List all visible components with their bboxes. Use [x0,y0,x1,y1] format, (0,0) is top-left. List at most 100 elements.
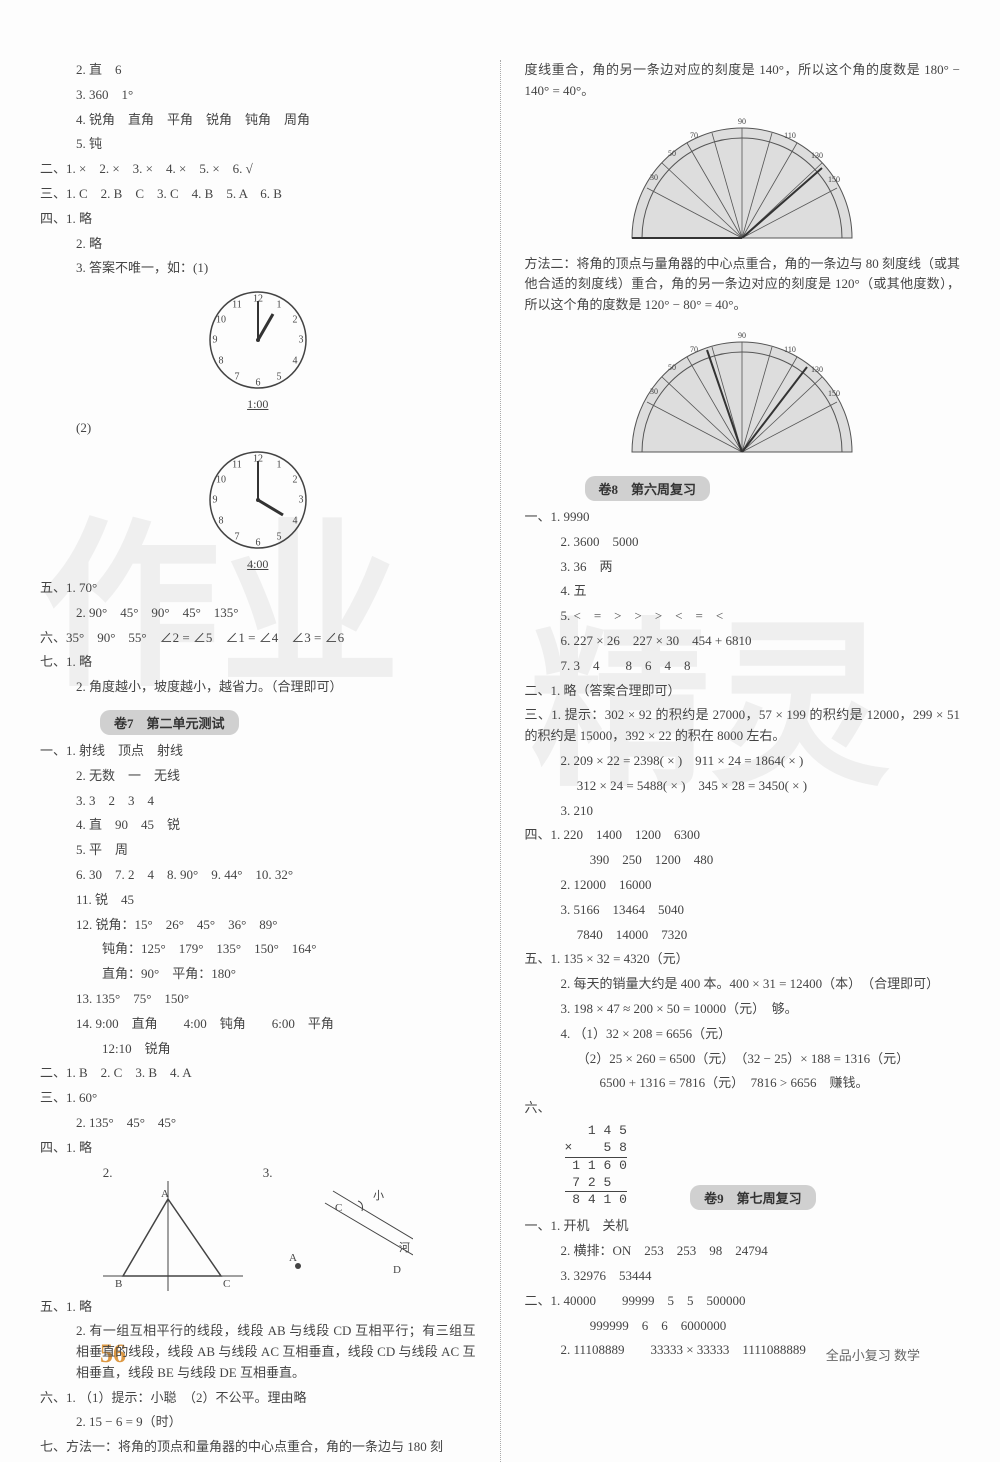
svg-text:4: 4 [292,515,297,526]
svg-text:150: 150 [828,175,840,184]
svg-text:30: 30 [650,387,658,396]
fig-label: 3. [263,1165,273,1180]
ans-line: 3. 360 1° [40,85,476,106]
svg-text:7: 7 [234,531,239,542]
calc-row: × 5 8 [565,1140,627,1157]
section-title-7: 卷7 第二单元测试 [100,710,239,735]
svg-text:110: 110 [784,345,796,354]
ans-line: 3. 198 × 47 ≈ 200 × 50 = 10000（元） 够。 [525,999,961,1020]
ans-line: 3. 答案不唯一，如：(1) [40,258,476,279]
svg-text:3: 3 [298,334,303,345]
ans-line: 2. 角度越小，坡度越小，越省力。（合理即可） [40,677,476,698]
svg-text:6: 6 [255,377,260,388]
svg-text:10: 10 [216,474,226,485]
svg-text:50: 50 [668,149,676,158]
ans-line: 11. 锐 45 [40,890,476,911]
ans-line: 3. 3 2 3 4 [40,791,476,812]
svg-text:2: 2 [292,474,297,485]
ans-line: 5. 钝 [40,134,476,155]
ans-line: 2. 11108889 33333 × 33333 1111088889 [525,1340,961,1361]
svg-text:150: 150 [828,389,840,398]
ans-line: 5. 平 周 [40,840,476,861]
ans-line: 方法二：将角的顶点与量角器的中心点重合，角的一条边与 80 刻度线（或其他合适的… [525,254,961,316]
ans-line: 3. 5166 13464 5040 [525,900,961,921]
clock-1: 1212 345 678 91011 1:00 [40,285,476,412]
ans-line: （2）25 × 260 = 6500（元） （32 − 25）× 188 = 1… [525,1049,961,1070]
svg-text:小: 小 [373,1189,384,1202]
svg-text:10: 10 [216,314,226,325]
ans-line: 999999 6 6 6000000 [525,1316,961,1337]
ans-line: 3. 210 [525,801,961,822]
ans-line: 六、 [525,1098,961,1119]
ans-line: 度线重合，角的另一条边对应的刻度是 140°，所以这个角的度数是 180° − … [525,60,961,102]
ans-line: 钝角：125° 179° 135° 150° 164° [40,939,476,960]
svg-text:8: 8 [218,355,223,366]
protractor-2: 305070 90110130 150 [525,322,961,462]
ans-line: 7. 3 4 8 6 4 8 [525,656,961,677]
protractor-1: 305070 90110130 150 [525,108,961,248]
svg-text:C: C [335,1202,342,1214]
ans-line: 3. 32976 53444 [525,1266,961,1287]
svg-text:B: B [115,1278,122,1290]
ans-line: 12:10 锐角 [40,1039,476,1060]
clock-caption: 4:00 [40,557,476,572]
ans-line: 二、1. 略（答案合理即可） [525,681,961,702]
ans-line: 2. 209 × 22 = 2398( × ) 911 × 24 = 1864(… [525,751,961,772]
figure-row: 2. A B C 3. [40,1165,476,1291]
ans-line: 6500 + 1316 = 7816（元） 7816 > 6656 赚钱。 [525,1073,961,1094]
ans-line: 2. 90° 45° 90° 45° 135° [40,603,476,624]
ans-line: 7840 14000 7320 [525,925,961,946]
clock-caption: 1:00 [40,397,476,412]
ans-line: 312 × 24 = 5488( × ) 345 × 28 = 3450( × … [525,776,961,797]
ans-line: 一、1. 射线 顶点 射线 [40,741,476,762]
calc-row: 1 4 5 [565,1123,627,1140]
svg-text:6: 6 [255,537,260,548]
ans-line: 三、1. C 2. B C 3. C 4. B 5. A 6. B [40,184,476,205]
ans-line: 2. 12000 16000 [525,875,961,896]
ans-line: 2. 无数 一 无线 [40,766,476,787]
right-column: 度线重合，角的另一条边对应的刻度是 140°，所以这个角的度数是 180° − … [525,60,961,1462]
ans-line: 四、1. 220 1400 1200 6300 [525,825,961,846]
ans-line: 6. 227 × 26 227 × 30 454 + 6810 [525,631,961,652]
ans-line: 四、1. 略 [40,1138,476,1159]
ans-line: 五、1. 135 × 32 = 4320（元） [525,949,961,970]
two-column-layout: 2. 直 6 3. 360 1° 4. 锐角 直角 平角 锐角 钝角 周角 5.… [40,60,960,1462]
svg-text:110: 110 [784,131,796,140]
ans-line: 2. 直 6 [40,60,476,81]
svg-text:7: 7 [234,371,239,382]
ans-line: 六、35° 90° 55° ∠2 = ∠5 ∠1 = ∠4 ∠3 = ∠6 [40,628,476,649]
svg-text:河: 河 [399,1241,410,1254]
svg-text:3: 3 [298,494,303,505]
ans-line: 二、1. B 2. C 3. B 4. A [40,1063,476,1084]
svg-text:90: 90 [738,117,746,126]
svg-text:30: 30 [650,173,658,182]
svg-text:130: 130 [811,365,823,374]
ans-line: 直角：90° 平角：180° [40,964,476,985]
ans-line: 2. 每天的销量大约是 400 本。400 × 31 = 12400（本） （合… [525,974,961,995]
svg-text:9: 9 [212,494,217,505]
ans-line: 14. 9:00 直角 4:00 钝角 6:00 平角 [40,1014,476,1035]
svg-text:A: A [289,1252,297,1264]
ans-line: 七、方法一：将角的顶点和量角器的中心点重合，角的一条边与 180 刻 [40,1437,476,1458]
svg-text:D: D [393,1264,401,1276]
svg-text:90: 90 [738,331,746,340]
vertical-multiplication: 1 4 5 × 5 8 1 1 6 0 7 2 5 8 4 1 0 [565,1123,627,1209]
clock-2: 1212 345 678 91011 4:00 [40,445,476,572]
column-divider [500,60,501,1462]
triangle-diagram: A B C [103,1181,243,1291]
svg-text:5: 5 [276,371,281,382]
ans-line: 13. 135° 75° 150° [40,989,476,1010]
ans-line: 4. 锐角 直角 平角 锐角 钝角 周角 [40,110,476,131]
svg-text:C: C [223,1278,230,1290]
ans-line: 二、1. × 2. × 3. × 4. × 5. × 6. √ [40,159,476,180]
ans-line: 390 250 1200 480 [525,850,961,871]
ans-line: 2. 135° 45° 45° [40,1113,476,1134]
ans-line: 4. （1）32 × 208 = 6656（元） [525,1024,961,1045]
ans-line: 2. 有一组互相平行的线段，线段 AB 与线段 CD 互相平行；有三组互相垂直的… [40,1321,476,1383]
ans-line: 5. < = > > > < = < [525,606,961,627]
svg-text:2: 2 [292,314,297,325]
svg-text:A: A [161,1188,169,1200]
ans-line: 3. 36 两 [525,557,961,578]
ans-line: 2. 横排：ON 253 253 98 24794 [525,1241,961,1262]
ans-line: 五、1. 略 [40,1297,476,1318]
